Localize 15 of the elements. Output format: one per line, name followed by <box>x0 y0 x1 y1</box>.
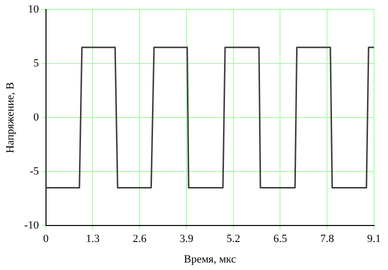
x-tick-label: 1.3 <box>86 233 100 246</box>
x-tick-label: 0 <box>43 233 50 246</box>
x-axis-title: Время, мкс <box>184 253 236 266</box>
x-tick-label: 9.1 <box>367 233 381 246</box>
y-tick-label: -5 <box>30 165 40 178</box>
x-tick-label: 7.8 <box>320 233 334 246</box>
x-tick-label: 2.6 <box>132 233 147 246</box>
x-tick-label: 5.2 <box>226 233 240 246</box>
y-axis-title: Напряжение, В <box>4 82 16 154</box>
y-tick-label: 5 <box>33 57 40 70</box>
x-tick-label: 3.9 <box>180 233 194 246</box>
x-tick-label: 6.5 <box>273 233 288 246</box>
y-tick-label: 0 <box>33 111 40 124</box>
y-tick-label: 10 <box>28 3 40 16</box>
y-tick-label: -10 <box>24 219 40 232</box>
